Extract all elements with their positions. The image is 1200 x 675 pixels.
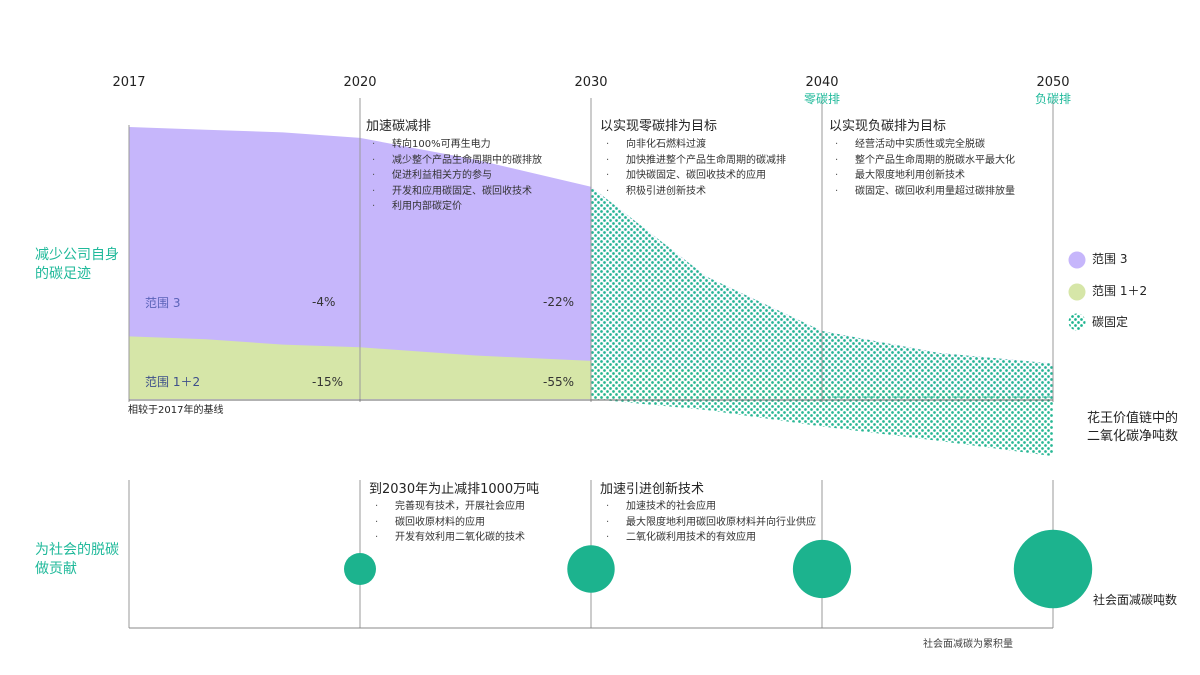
bullet-item: · 开发有效利用二氧化碳的技术 (375, 532, 525, 543)
phase-bullets-2040: · 经营活动中实质性或完全脱碳 · 整个产品生命周期的脱碳水平最大化 · 最大限度地利… (829, 137, 1015, 199)
section-label-footprint: 减少公司自身的碳足迹 (35, 247, 119, 282)
series-label-scope12: 范围 1＋2 (145, 375, 201, 389)
bullet-item: · 完善现有技术，开展社会应用 (375, 501, 525, 512)
year-tick-2030: 2030 (574, 75, 608, 90)
contribution-heading-2030: 加速引进创新技术 (600, 482, 705, 497)
reduction-scope3-2030: -22% (543, 295, 575, 309)
bullet-item: · 开发和应用碳固定、碳回收技术 (372, 185, 532, 197)
year-tick-2020: 2020 (343, 75, 377, 90)
bubble-label: 社会面减碳吨数 (1093, 593, 1178, 607)
legend-swatch-scope3 (1068, 251, 1086, 269)
bullet-item: · 最大限度地利用碳回收原材料并向行业供应 (606, 516, 816, 528)
legend-swatch-scope12 (1068, 283, 1086, 301)
reduction-scope12-2020: -15% (312, 375, 344, 389)
milestone-zero-emission: 零碳排 (803, 92, 841, 106)
reduction-scope12-2030: -55% (543, 375, 575, 389)
bullet-item: · 碳回收原材料的应用 (375, 516, 485, 528)
phase-heading-2020: 加速碳减排 (366, 119, 432, 134)
bullet-item: · 减少整个产品生命周期中的碳排放 (372, 154, 542, 166)
bullet-item: · 最大限度地利用创新技术 (835, 170, 965, 181)
baseline-note: 相较于2017年的基线 (128, 405, 224, 416)
milestone-negative-emission: 负碳排 (1034, 92, 1072, 106)
bullet-item: · 积极引进创新技术 (606, 185, 706, 197)
phase-bullets-2020: · 转向100%可再生电力 · 减少整个产品生命周期中的碳排放 · 促进利益相关方的参… (366, 137, 542, 215)
contribution-bullets-2020: · 完善现有技术，开展社会应用 · 碳回收原材料的应用 · 开发有效利用二氧化碳的技术 (369, 499, 525, 546)
bullet-item: · 加快推进整个产品生命周期的碳减排 (606, 154, 786, 166)
phase-heading-2030: 以实现零碳排为目标 (600, 119, 718, 134)
bullet-item: · 经营活动中实质性或完全脱碳 (835, 139, 985, 150)
legend-label-capture: 碳固定 (1092, 315, 1129, 329)
footer-note: 社会面减碳为累积量 (923, 639, 1013, 650)
bubble-2020 (344, 553, 376, 585)
section-label-contribution: 为社会的脱碳做贡献 (35, 542, 119, 577)
area-carbon-capture (591, 186, 1053, 457)
bullet-item: · 向非化石燃料过渡 (606, 139, 706, 150)
reduction-scope3-2020: -4% (312, 295, 336, 309)
contribution-heading-2020: 到2030年为止减排1000万吨 (369, 482, 540, 497)
bubble-2030 (567, 545, 615, 593)
bullet-item: · 转向100%可再生电力 (372, 139, 491, 150)
phase-bullets-2030: · 向非化石燃料过渡 · 加快推进整个产品生命周期的碳减排 · 加快碳固定、碳回收技术… (600, 137, 786, 199)
bullet-item: · 利用内部碳定价 (372, 201, 462, 212)
contribution-bullets-2030: · 加速技术的社会应用 · 最大限度地利用碳回收原材料并向行业供应 · 二氧化碳利用技… (600, 499, 816, 546)
year-tick-2017: 2017 (112, 75, 146, 90)
year-tick-2040: 2040 (805, 75, 839, 90)
series-label-scope3: 范围 3 (145, 296, 181, 310)
bullet-item: · 整个产品生命周期的脱碳水平最大化 (835, 154, 1015, 166)
year-tick-2050: 2050 (1036, 75, 1070, 90)
bullet-item: · 加速技术的社会应用 (606, 501, 716, 512)
phase-heading-2040: 以实现负碳排为目标 (829, 119, 947, 134)
bubble-2040 (792, 539, 852, 599)
bubble-2050 (1013, 529, 1093, 609)
legend-label-scope12: 范围 1＋2 (1092, 284, 1148, 298)
legend-label-scope3: 范围 3 (1092, 252, 1128, 266)
legend-swatch-capture (1068, 313, 1086, 331)
value-chain-label: 花王价值链中的二氧化碳净吨数 (1087, 411, 1179, 444)
bullet-item: · 促进利益相关方的参与 (372, 170, 492, 181)
bullet-item: · 二氧化碳利用技术的有效应用 (606, 532, 756, 543)
bullet-item: · 加快碳固定、碳回收技术的应用 (606, 170, 766, 181)
bullet-item: · 碳固定、碳回收利用量超过碳排放量 (835, 185, 1015, 197)
